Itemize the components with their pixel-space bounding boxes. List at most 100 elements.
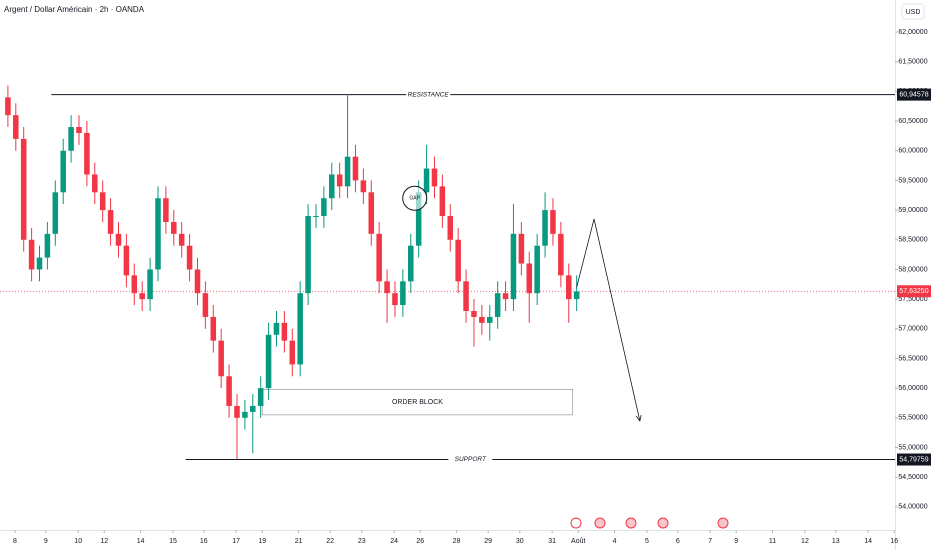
candle-body [115,233,122,246]
y-tick-label: 60,00000 [898,148,927,155]
candle-body [550,210,556,234]
candle-body [392,293,398,306]
currency-button[interactable] [901,3,925,20]
x-tick-label: 12 [801,538,809,545]
x-tick-label: 24 [390,538,398,545]
candle-body [250,405,256,412]
x-tick-label: 19 [258,538,266,545]
candle-body [155,198,161,270]
candle-body [76,127,82,133]
candle-body [107,210,114,234]
candle-body [565,275,572,300]
projection-arrowhead [635,414,642,422]
last-price-bg [897,285,931,298]
y-tick-label: 61,50000 [898,59,927,66]
x-tick-label: 6 [676,538,680,545]
y-tick-label: 56,50000 [898,355,927,362]
x-tick-label: 16 [200,538,208,545]
candle-body [28,239,35,270]
last-price-label: 57,63250 [899,288,928,295]
x-tick-label: 10 [74,538,82,545]
candle-body [313,216,319,218]
gap-circle [402,185,428,211]
candle-body [147,269,153,300]
y-tick-label: 58,50000 [898,237,927,244]
candle-body [265,334,272,389]
x-tick-label: 28 [453,538,461,545]
candle-body [494,293,501,317]
candle-body [558,233,564,276]
x-tick-label: Août [571,538,585,545]
candle-body [384,281,390,294]
candle-body [344,156,351,187]
candle-body [534,245,540,294]
candle-body [68,127,74,151]
y-tick-label: 58,00000 [898,266,927,273]
candle-body [36,257,43,270]
candle-body [52,192,59,234]
x-tick-label: 22 [326,538,334,545]
x-tick-label: 12 [100,538,108,545]
x-tick-label: 15 [169,538,177,545]
event-icon[interactable] [657,517,669,529]
x-tick-label: 8 [13,538,17,545]
candle-body [171,221,177,234]
candle-body [479,316,485,323]
level-price: 54,79759 [899,456,928,463]
candle-body [486,316,493,323]
y-tick-label: 55,50000 [898,415,927,422]
event-icon[interactable] [625,517,637,529]
x-tick-label: 26 [416,538,424,545]
candle-body [44,233,51,258]
candle-body [502,293,509,300]
candle-body [297,293,303,365]
candle-body [463,281,469,311]
candle-body [400,281,406,306]
candle-body [202,293,209,317]
event-icon[interactable] [570,517,582,529]
candle-body [194,269,201,294]
level-label-bg [406,89,451,100]
candle-body [281,322,288,341]
candle-body [163,198,169,222]
candle-body [431,168,438,187]
candle-body [439,186,446,217]
x-tick-label: 13 [832,538,840,545]
x-tick-label: 31 [548,538,556,545]
candle-body [352,156,359,181]
x-tick-label: 11 [769,538,776,545]
y-tick-label: 57,50000 [898,296,927,303]
candle-body [123,245,130,276]
y-tick-label: 54,50000 [898,474,927,481]
candle-body [321,198,327,217]
candle-body [178,233,185,246]
level-price-bg [897,88,931,101]
candle-body [336,174,343,187]
x-tick-label: 9 [734,538,738,545]
candle-body [218,340,224,377]
event-icon[interactable] [717,517,729,529]
x-tick-label: 14 [864,538,872,545]
candle-body [423,168,430,193]
candle-body [99,192,106,211]
candle-body [289,340,296,365]
candle-body [92,174,98,193]
candle-body [242,411,248,418]
candle-body [329,174,335,199]
x-tick-label: 16 [890,538,898,545]
candle-body [5,97,11,116]
event-icon[interactable] [594,517,606,529]
level-label-bg [448,454,493,465]
candle-body [305,216,311,294]
candle-body [455,239,461,282]
y-tick-label: 60,50000 [898,118,927,125]
gap-label: GAP [409,196,420,202]
y-tick-label: 57,00000 [898,326,927,333]
x-tick-label: 30 [516,538,524,545]
x-tick-label: 29 [484,538,492,545]
candle-body [408,245,414,282]
y-tick-label: 54,00000 [898,504,927,511]
candle-body [273,322,280,335]
candle-body [573,291,580,300]
